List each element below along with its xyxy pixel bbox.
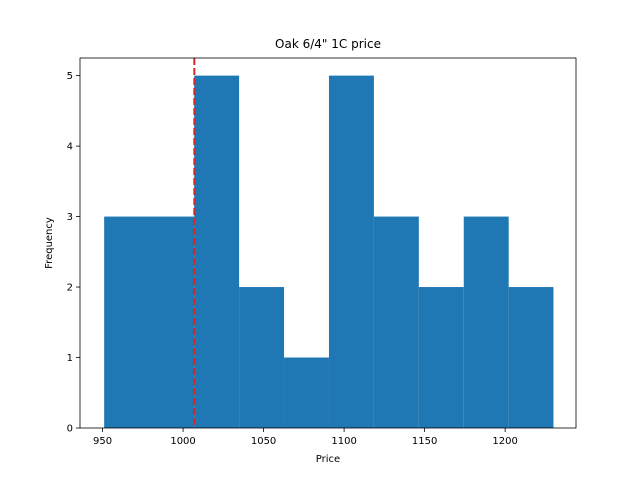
x-tick-label: 1000: [170, 436, 195, 447]
histogram-bar: [104, 216, 195, 428]
x-tick-label: 1100: [331, 436, 356, 447]
plot-frame: [79, 57, 577, 429]
y-ticks: 0 1 2 3 4 5: [67, 71, 80, 435]
y-tick-label: 0: [67, 424, 73, 435]
histogram-bar: [284, 357, 329, 428]
histogram-bar: [239, 287, 285, 428]
y-tick-label: 5: [67, 71, 73, 82]
y-tick-label: 1: [67, 353, 73, 364]
y-tick-label: 4: [67, 142, 73, 153]
x-tick-label: 1150: [412, 436, 437, 447]
y-tick-label: 2: [67, 283, 73, 294]
histogram-bar: [194, 75, 240, 428]
histogram-bar: [463, 216, 509, 428]
bars-group: [104, 75, 554, 428]
x-tick-label: 950: [93, 436, 112, 447]
chart-title: Oak 6/4" 1C price: [275, 37, 381, 51]
histogram-bar: [418, 287, 464, 428]
x-tick-label: 1200: [492, 436, 517, 447]
x-tick-label: 1050: [251, 436, 276, 447]
histogram-bar: [373, 216, 419, 428]
histogram-bar: [328, 75, 374, 428]
y-tick-label: 3: [67, 212, 73, 223]
histogram-bar: [508, 287, 554, 428]
x-axis-label: Price: [316, 454, 340, 465]
y-axis-label: Frequency: [44, 217, 55, 269]
x-ticks: 950 1000 1050 1100 1150 1200: [93, 428, 518, 447]
